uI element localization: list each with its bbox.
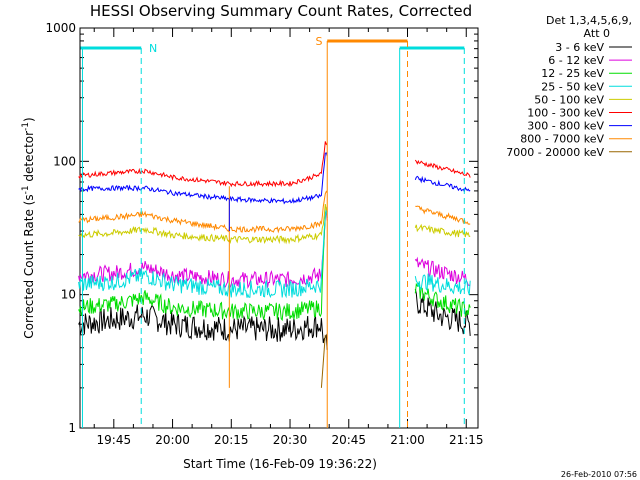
generation-timestamp: 26-Feb-2010 07:56: [561, 470, 637, 479]
night-label: N: [149, 42, 157, 55]
series-6-12-kev-after-gap: [414, 256, 471, 286]
series-300-800-kev-after-gap: [414, 175, 471, 193]
legend-entry-label: 12 - 25 keV: [541, 67, 604, 80]
y-axis-label: Corrected Count Rate (s-1 detector-1): [21, 117, 36, 338]
x-axis-label: Start Time (16-Feb-09 19:36:22): [183, 457, 377, 471]
y-tick-label: 1000: [45, 21, 76, 35]
y-tick-label: 100: [53, 154, 76, 168]
chart-title: HESSI Observing Summary Count Rates, Cor…: [90, 2, 472, 20]
y-tick-label: 10: [61, 288, 76, 302]
x-tick-label: 21:00: [390, 433, 425, 447]
series-100-300-kev-after-gap: [414, 159, 471, 178]
series-6-12-kev: [78, 211, 328, 289]
series-50-100-kev-after-gap: [414, 223, 471, 238]
legend-entry-label: 300 - 800 keV: [527, 120, 604, 133]
legend-entry-label: 50 - 100 keV: [534, 93, 604, 106]
plot-area: 1 10 100 1000 19:45 20:00 20:15 20:30 20:45 21:00…: [45, 21, 483, 447]
series-300-800-kev: [78, 152, 328, 205]
x-tick-label: 20:45: [331, 433, 366, 447]
y-tick-label: 1: [68, 421, 76, 435]
series-12-25-kev-after-gap: [414, 282, 471, 318]
series-100-300-kev: [78, 141, 328, 188]
legend-entry-label: 7000 - 20000 keV: [506, 146, 604, 159]
legend-header-line-2: Att 0: [584, 27, 610, 40]
series-50-100-kev: [78, 204, 328, 245]
series-3-6-kev: [78, 304, 328, 350]
x-tick-label: 20:30: [273, 433, 308, 447]
legend-entry-label: 25 - 50 keV: [541, 80, 604, 93]
series-800-7000-kev: [78, 190, 328, 234]
legend-header-line-1: Det 1,3,4,5,6,9,: [546, 14, 632, 27]
series-25-50-kev: [78, 207, 328, 299]
legend-entry-label: 100 - 300 keV: [527, 107, 604, 120]
legend-entry-label: 800 - 7000 keV: [520, 133, 604, 146]
series-12-25-kev: [78, 208, 328, 322]
series-7000-20000-kev: [320, 334, 326, 388]
series-800-7000-kev-after-gap: [415, 205, 471, 225]
legend-entry-label: 6 - 12 keV: [548, 54, 604, 67]
legend-entry-label: 3 - 6 keV: [555, 41, 604, 54]
plot-frame: [79, 27, 479, 429]
x-tick-label: 21:15: [449, 433, 484, 447]
saa-label: S: [315, 35, 322, 48]
x-tick-label: 20:00: [155, 433, 190, 447]
series-3-6-kev-after-gap: [414, 288, 471, 336]
x-tick-label: 19:45: [97, 433, 132, 447]
x-tick-label: 20:15: [214, 433, 249, 447]
series-25-50-kev-after-gap: [414, 273, 471, 296]
